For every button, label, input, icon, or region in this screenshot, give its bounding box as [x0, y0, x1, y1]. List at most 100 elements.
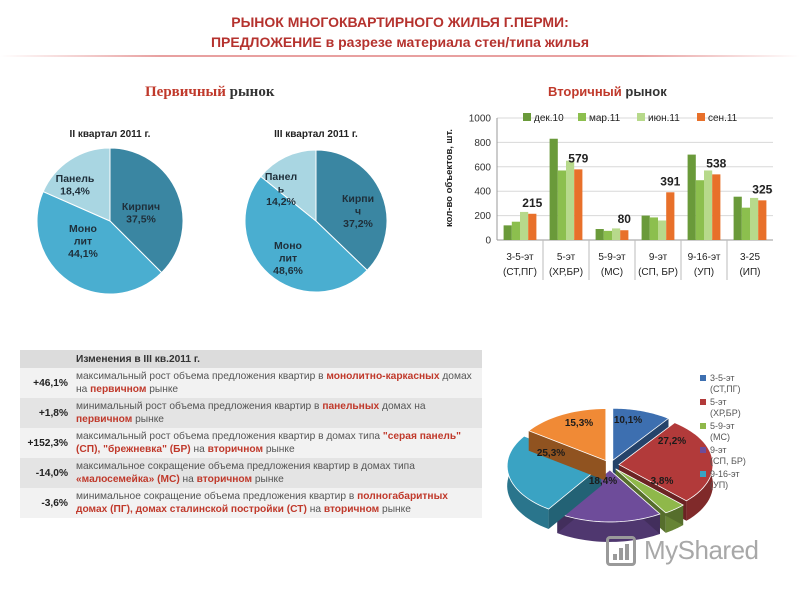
change-description: максимальный рост объема предложения ква… — [72, 368, 482, 398]
pie3d-legend: 3-5-эт (СТ,ПГ) 5-эт (ХР,БР) 5-9-эт (МС) 9-эт (С… — [700, 373, 746, 493]
x-tick-label: (УП) — [694, 267, 714, 278]
highlighted-text: вторичном — [196, 474, 253, 485]
change-description: максимальное сокращение объема предложен… — [72, 458, 482, 488]
pie-label-q2-0: 37,5% — [126, 214, 156, 226]
change-value: -3,6% — [20, 488, 72, 518]
pie-label-q2-2: 18,4% — [60, 186, 90, 198]
highlighted-text: первичном — [76, 414, 133, 425]
table-row: +1,8% минимальный рост объема предложения… — [20, 398, 482, 428]
x-tick-label: 9-16-эт — [688, 252, 721, 263]
pie3d-legend-item: 3-5-эт (СТ,ПГ) — [700, 373, 746, 395]
bar-data-label: 579 — [568, 151, 588, 165]
change-value: +46,1% — [20, 368, 72, 398]
pie-label-q2-0: Кирпич — [122, 201, 160, 213]
y-tick-label: 600 — [474, 162, 491, 173]
highlighted-text: монолитно-каркасных — [326, 371, 440, 382]
myshared-logo-icon — [606, 535, 636, 566]
pie3d-legend-item: 5-эт (ХР,БР) — [700, 397, 746, 419]
bar-3-2 — [620, 230, 629, 240]
description-text: на — [306, 504, 324, 515]
bar-1-2 — [603, 230, 612, 240]
bar-0-0 — [503, 225, 512, 240]
pie3d-legend-item: 5-9-эт (МС) — [700, 421, 746, 443]
bar-1-1 — [557, 170, 566, 240]
change-description: минимальное сокращение объема предложени… — [72, 488, 482, 518]
pie-label-q3-0: ч — [355, 206, 361, 218]
pie3d-legend-item: 9-16-эт (УП) — [700, 469, 746, 491]
pie-label-q3-0: Кирпи — [342, 193, 374, 205]
pie-slice-q3-2 — [260, 149, 317, 223]
x-tick-label: 3-25 — [740, 252, 760, 263]
x-tick-label: (ИП) — [739, 267, 760, 278]
table-row: -3,6% минимальное сокращение объема предл… — [20, 488, 482, 518]
bar-1-3 — [649, 217, 658, 240]
legend-swatch — [700, 399, 706, 405]
pie3d-data-label-4: 25,3% — [537, 448, 565, 459]
table-header: Изменения в III кв.2011 г. — [72, 350, 482, 368]
change-value: +152,3% — [20, 428, 72, 458]
highlighted-text: «малосемейка» (МС) — [76, 474, 180, 485]
description-text: на — [190, 444, 208, 455]
pie3d-legend-item: 9-эт (СП, БР) — [700, 445, 746, 467]
pie3d-slice-5 — [528, 408, 607, 481]
bar-2-3 — [658, 220, 667, 240]
pie-label-q3-2: 14,2% — [266, 196, 296, 208]
bar-2-5 — [750, 197, 759, 240]
bar-1-0 — [511, 221, 520, 240]
bar-data-label: 325 — [752, 182, 772, 196]
description-text: рынке — [262, 444, 295, 455]
legend-swatch — [700, 471, 706, 477]
bar-2-1 — [566, 160, 575, 240]
bar-0-5 — [733, 196, 742, 240]
pie-slice-q2-1 — [36, 190, 163, 295]
watermark: MyShared — [606, 535, 759, 566]
pie-label-q3-1: Моно — [274, 240, 302, 252]
legend-label-2: июн.11 — [648, 113, 680, 124]
highlighted-text: "серая панель" (СП), "брежневка" (БР) — [76, 431, 461, 455]
table-header-row: Изменения в III кв.2011 г. — [20, 350, 482, 368]
description-text: рынке — [146, 384, 179, 395]
bar-2-4 — [704, 170, 713, 240]
y-tick-label: 400 — [474, 187, 491, 198]
y-tick-label: 1000 — [469, 114, 492, 125]
description-text: минимальное сокращение объема предложени… — [76, 491, 358, 502]
legend-label-3: сен.11 — [708, 113, 738, 124]
description-text: рынке — [252, 474, 284, 485]
bar-3-1 — [574, 169, 583, 240]
bar-3-5 — [758, 200, 767, 240]
y-tick-label: 0 — [485, 236, 491, 247]
pie3d-data-label-2: 3,8% — [651, 476, 674, 487]
bar-0-3 — [641, 215, 650, 240]
description-text: максимальный рост объема предложения ква… — [76, 371, 327, 382]
bar-3-4 — [712, 174, 721, 240]
pie-label-q3-1: 48,6% — [273, 265, 303, 277]
pie-label-q2-1: 44,1% — [68, 248, 98, 260]
pie-label-q2-1: лит — [74, 236, 92, 248]
description-text: максимальный рост объема предложения ква… — [76, 431, 383, 442]
legend-swatch-0 — [523, 113, 531, 121]
secondary-market-heading: Вторичный рынок — [548, 84, 667, 99]
bar-data-label: 391 — [660, 174, 680, 188]
description-text: рынке — [132, 414, 164, 425]
x-tick-label: 5-9-эт — [598, 252, 626, 263]
legend-swatch-3 — [697, 113, 705, 121]
pie-title-q3: III квартал 2011 г. — [274, 129, 358, 140]
pie-label-q2-1: Моно — [69, 223, 97, 235]
primary-market-heading: Первичный рынок — [145, 84, 275, 100]
bar-0-1 — [549, 138, 558, 240]
legend-label-1: мар.11 — [589, 113, 621, 124]
page-subtitle: ПРЕДЛОЖЕНИЕ в разрезе материала стен/тип… — [210, 34, 590, 50]
x-tick-label: (СП, БР) — [638, 267, 678, 278]
bar-data-label: 215 — [522, 196, 542, 210]
y-tick-label: 200 — [474, 211, 491, 222]
pie3d-top-5 — [528, 408, 607, 462]
highlighted-text: панельных — [322, 401, 380, 412]
pie3d-data-label-5: 15,3% — [565, 418, 593, 429]
highlighted-text: полногабаритных домах (ПГ), домах сталин… — [76, 491, 448, 515]
pie-label-q3-2: ь — [278, 184, 285, 196]
legend-swatch-1 — [578, 113, 586, 121]
pie3d-face-5 — [528, 430, 606, 481]
pie-slice-q3-1 — [244, 175, 368, 293]
pie3d-top-0 — [612, 407, 670, 462]
